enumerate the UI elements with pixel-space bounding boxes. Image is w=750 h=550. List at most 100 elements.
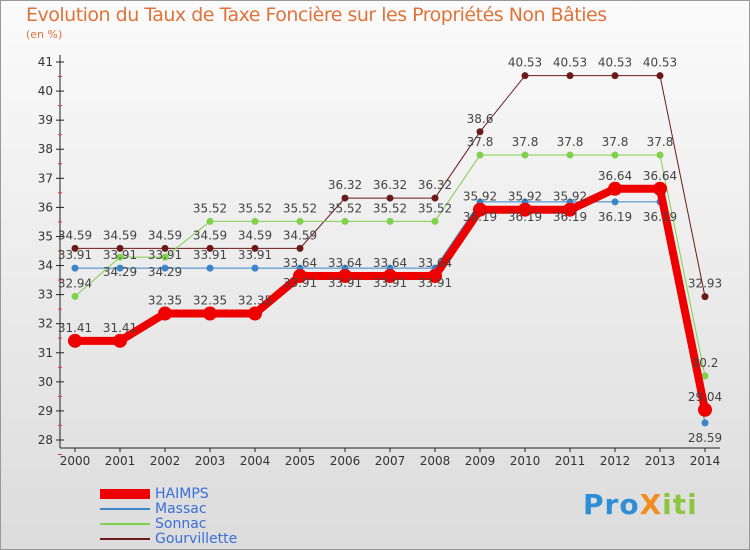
- legend-item: Massac: [100, 501, 207, 517]
- y-tick-label: 29: [38, 404, 53, 418]
- y-tick-label: 39: [38, 113, 53, 127]
- data-label: 34.59: [193, 228, 227, 242]
- data-point: [521, 151, 529, 159]
- x-tick-label: 2011: [555, 454, 586, 468]
- data-label: 37.8: [467, 135, 494, 149]
- data-label: 36.32: [418, 178, 452, 192]
- data-point: [251, 244, 259, 252]
- data-label: 33.91: [373, 276, 407, 290]
- data-label: 40.53: [643, 56, 677, 70]
- legend-label: Sonnac: [155, 516, 207, 532]
- y-tick-label: 40: [38, 84, 53, 98]
- data-point: [701, 419, 709, 427]
- legend-item: Sonnac: [100, 516, 206, 532]
- data-point: [608, 181, 622, 196]
- data-label: 31.41: [58, 321, 92, 335]
- y-tick-label: 35: [38, 229, 53, 243]
- data-label: 32.35: [238, 294, 272, 308]
- data-label: 37.8: [647, 135, 674, 149]
- legend-label: HAIMPS: [155, 486, 209, 502]
- data-label: 36.32: [373, 178, 407, 192]
- data-label: 33.91: [328, 276, 362, 290]
- data-point: [71, 244, 79, 252]
- x-tick-label: 2007: [375, 454, 406, 468]
- data-label: 29.04: [688, 390, 722, 404]
- data-point: [611, 198, 619, 206]
- data-label: 33.91: [193, 248, 227, 262]
- data-label: 38.6: [467, 112, 494, 126]
- data-label: 32.93: [688, 277, 722, 291]
- data-label: 36.64: [598, 169, 632, 183]
- x-tick-label: 2000: [60, 454, 91, 468]
- data-label: 36.19: [463, 210, 497, 224]
- y-tick-label: 33: [38, 288, 53, 302]
- data-point: [386, 217, 394, 225]
- data-label: 33.91: [283, 276, 317, 290]
- data-point: [296, 244, 304, 252]
- data-point: [251, 217, 259, 225]
- data-point: [476, 128, 484, 136]
- y-axis-unit: (en %): [26, 28, 63, 41]
- data-point: [566, 151, 574, 159]
- y-tick-label: 31: [38, 346, 53, 360]
- data-point: [161, 244, 169, 252]
- data-label: 32.35: [193, 294, 227, 308]
- data-point: [698, 402, 712, 417]
- data-point: [701, 293, 709, 301]
- data-point: [431, 217, 439, 225]
- data-point: [71, 292, 79, 300]
- data-label: 33.64: [418, 256, 452, 270]
- chart-title: Evolution du Taux de Taxe Foncière sur l…: [26, 4, 607, 26]
- legend-item: Gourvillette: [100, 531, 237, 547]
- data-label: 40.53: [598, 56, 632, 70]
- data-point: [116, 244, 124, 252]
- data-label: 40.53: [508, 56, 542, 70]
- data-point: [251, 264, 259, 272]
- data-point: [473, 202, 487, 217]
- data-label: 35.52: [238, 201, 272, 215]
- data-point: [653, 181, 667, 196]
- data-point: [701, 372, 709, 380]
- data-label: 34.59: [58, 228, 92, 242]
- data-label: 33.64: [328, 256, 362, 270]
- data-point: [206, 264, 214, 272]
- data-label: 35.52: [193, 201, 227, 215]
- data-label: 28.59: [688, 431, 722, 445]
- data-label: 35.92: [553, 190, 587, 204]
- data-label: 36.19: [508, 210, 542, 224]
- legend-swatch: [100, 523, 150, 525]
- legend-label: Massac: [155, 501, 207, 517]
- y-tick-label: 38: [38, 142, 53, 156]
- data-point: [563, 202, 577, 217]
- legend-swatch: [100, 538, 150, 540]
- logo-part: iti: [662, 488, 698, 521]
- data-label: 33.64: [373, 256, 407, 270]
- proxiti-logo: ProXiti: [583, 488, 698, 521]
- logo-part: Pro: [583, 488, 640, 521]
- data-label: 33.91: [103, 248, 137, 262]
- x-tick-label: 2010: [510, 454, 541, 468]
- data-point: [383, 269, 397, 284]
- data-point: [386, 194, 394, 202]
- x-tick-label: 2012: [600, 454, 631, 468]
- data-label: 40.53: [553, 56, 587, 70]
- data-label: 36.32: [328, 178, 362, 192]
- data-label: 34.59: [148, 228, 182, 242]
- data-point: [296, 217, 304, 225]
- data-label: 32.35: [148, 294, 182, 308]
- data-point: [521, 72, 529, 80]
- y-tick-label: 28: [38, 433, 53, 447]
- data-label: 37.8: [557, 135, 584, 149]
- data-label: 37.8: [512, 135, 539, 149]
- data-point: [431, 194, 439, 202]
- data-label: 35.52: [418, 201, 452, 215]
- y-tick-label: 32: [38, 317, 53, 331]
- x-tick-label: 2009: [465, 454, 496, 468]
- x-tick-label: 2014: [690, 454, 721, 468]
- data-point: [293, 269, 307, 284]
- data-label: 35.52: [283, 201, 317, 215]
- data-label: 36.64: [643, 169, 677, 183]
- legend-swatch: [100, 508, 150, 510]
- data-point: [338, 269, 352, 284]
